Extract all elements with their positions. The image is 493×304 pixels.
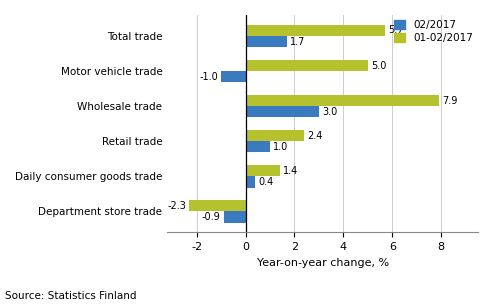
X-axis label: Year-on-year change, %: Year-on-year change, % <box>256 258 388 268</box>
Bar <box>223 211 246 223</box>
Bar <box>246 95 439 106</box>
Legend: 02/2017, 01-02/2017: 02/2017, 01-02/2017 <box>394 20 473 43</box>
Text: Source: Statistics Finland: Source: Statistics Finland <box>5 291 137 301</box>
Text: 5.0: 5.0 <box>371 60 386 71</box>
Text: 1.0: 1.0 <box>273 142 288 152</box>
Bar <box>246 165 280 176</box>
Text: 1.7: 1.7 <box>290 37 306 47</box>
Text: -0.9: -0.9 <box>202 212 220 222</box>
Text: -2.3: -2.3 <box>168 201 186 211</box>
Bar <box>246 106 319 117</box>
Text: 5.7: 5.7 <box>388 26 403 36</box>
Bar <box>189 200 246 211</box>
Bar <box>246 130 304 141</box>
Bar <box>221 71 246 82</box>
Bar <box>246 36 287 47</box>
Bar <box>246 141 270 153</box>
Bar <box>246 60 368 71</box>
Bar <box>246 25 385 36</box>
Text: 1.4: 1.4 <box>282 166 298 176</box>
Text: 0.4: 0.4 <box>258 177 274 187</box>
Text: 2.4: 2.4 <box>307 131 322 141</box>
Text: 7.9: 7.9 <box>442 95 457 105</box>
Text: -1.0: -1.0 <box>199 72 218 82</box>
Bar <box>246 176 255 188</box>
Text: 3.0: 3.0 <box>322 107 337 117</box>
